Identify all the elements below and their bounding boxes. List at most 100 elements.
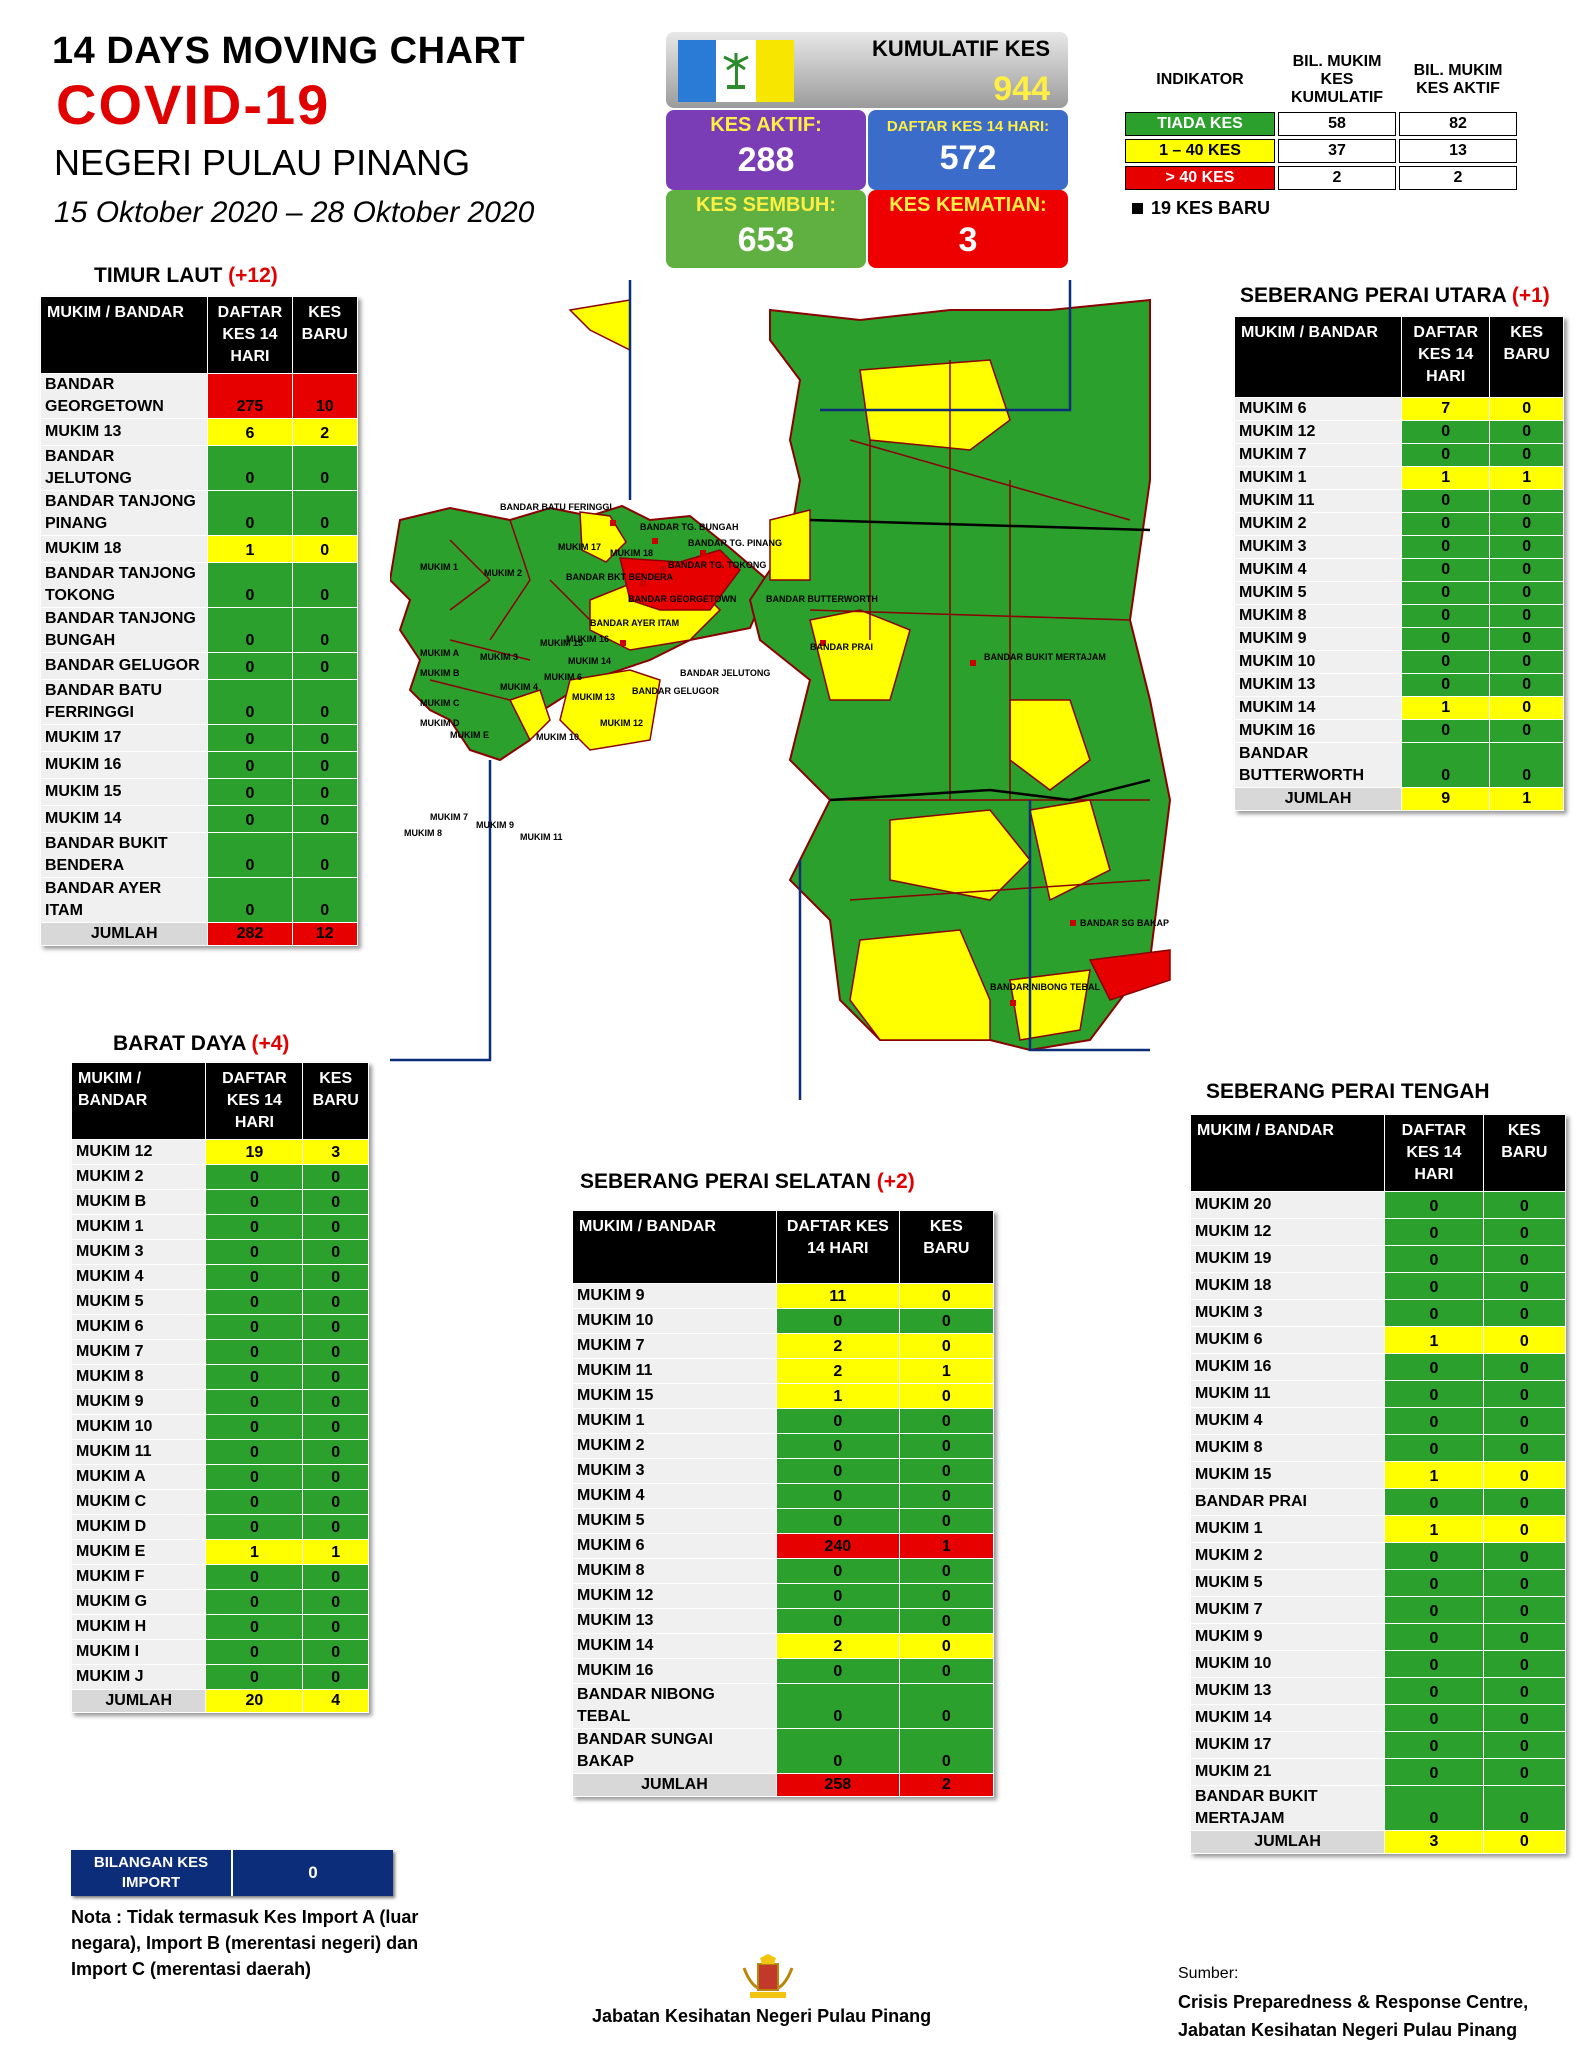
row-baru-value: 0: [899, 1484, 993, 1508]
active-value: 288: [737, 141, 795, 179]
table-row: BANDAR JELUTONG 0 0: [41, 446, 357, 490]
row-name: MUKIM 16: [41, 752, 208, 778]
table-row: MUKIM 12 0 0: [573, 1584, 993, 1608]
row-daftar-value: 0: [776, 1434, 899, 1458]
title-plus: (+2): [876, 1170, 915, 1193]
total-daftar-value: 3: [1385, 1831, 1483, 1853]
row-daftar-value: 0: [776, 1559, 899, 1583]
source-label: Sumber:: [1178, 1965, 1239, 1982]
row-daftar-value: 0: [206, 1465, 303, 1489]
row-name: MUKIM 18: [1191, 1273, 1385, 1299]
row-name: MUKIM I: [72, 1640, 206, 1664]
row-daftar-value: 2: [776, 1359, 899, 1383]
registered-value: 572: [939, 139, 997, 177]
row-baru-value: 0: [1483, 1435, 1565, 1461]
row-baru-value: 0: [303, 1490, 368, 1514]
row-daftar-value: 0: [1402, 490, 1490, 512]
row-baru-value: 0: [303, 1640, 368, 1664]
row-daftar-value: 1: [1385, 1462, 1483, 1488]
row-name: MUKIM 1: [573, 1409, 776, 1433]
row-baru-value: 0: [303, 1465, 368, 1489]
row-baru-value: 0: [303, 1590, 368, 1614]
row-daftar-value: 0: [206, 1340, 303, 1364]
label-mukim: MUKIM 12: [600, 718, 643, 728]
row-daftar-value: 0: [776, 1409, 899, 1433]
mainland-yellow-zone: [889, 809, 1032, 901]
row-name: MUKIM 9: [1235, 628, 1402, 650]
row-name: MUKIM 5: [573, 1509, 776, 1533]
table-row: MUKIM 18 1 0: [41, 536, 357, 562]
table-row: MUKIM 13 0 0: [1235, 674, 1563, 696]
row-name: MUKIM 12: [1191, 1219, 1385, 1245]
row-baru-value: 1: [1490, 467, 1563, 489]
row-baru-value: 0: [899, 1459, 993, 1483]
table-row: MUKIM 10 0 0: [573, 1309, 993, 1333]
label-mukim: MUKIM D: [420, 718, 460, 728]
total-daftar-value: 9: [1402, 788, 1490, 810]
active-cases-box: KES AKTIF: 288: [666, 110, 866, 190]
table-row: MUKIM 9 11 0: [573, 1284, 993, 1308]
row-baru-value: 0: [292, 779, 357, 805]
row-daftar-value: 0: [776, 1584, 899, 1608]
row-baru-value: 0: [1483, 1327, 1565, 1353]
georgetown-red-zone: [619, 549, 741, 611]
cumulative-value: 944: [993, 70, 1050, 108]
row-daftar-value: 0: [208, 446, 292, 490]
timur-laut-title: TIMUR LAUT (+12): [94, 264, 278, 288]
cumulative-label: KUMULATIF KES: [871, 36, 1050, 61]
row-baru-value: 0: [899, 1284, 993, 1308]
row-baru-value: 0: [1490, 743, 1563, 787]
row-baru-value: 0: [1490, 651, 1563, 673]
row-baru-value: 0: [1490, 490, 1563, 512]
row-name: MUKIM 16: [1235, 720, 1402, 742]
table-row: MUKIM 15 1 0: [573, 1384, 993, 1408]
row-daftar-value: 0: [1385, 1597, 1483, 1623]
row-baru-value: 0: [303, 1365, 368, 1389]
row-baru-value: 0: [1490, 697, 1563, 719]
row-daftar-value: 0: [206, 1365, 303, 1389]
mainland-yellow-zone: [849, 929, 991, 1041]
row-baru-value: 0: [899, 1309, 993, 1333]
row-baru-value: 0: [303, 1615, 368, 1639]
row-name: MUKIM 2: [573, 1434, 776, 1458]
row-name: MUKIM 15: [573, 1384, 776, 1408]
row-daftar-value: 0: [1385, 1408, 1483, 1434]
label-georgetown: BANDAR GEORGETOWN: [628, 594, 736, 604]
coat-of-arms-icon: [742, 1954, 794, 1998]
row-baru-value: 0: [899, 1384, 993, 1408]
row-baru-value: 0: [1483, 1759, 1565, 1785]
row-name: MUKIM 10: [1235, 651, 1402, 673]
column-header-mukim: MUKIM / BANDAR: [573, 1211, 776, 1283]
label-mukim: MUKIM 17: [558, 542, 601, 552]
label-mukim: MUKIM 2: [484, 568, 522, 578]
row-name: MUKIM 18: [41, 536, 208, 562]
row-baru-value: 0: [292, 653, 357, 679]
row-name: BANDAR JELUTONG: [41, 446, 208, 490]
row-baru-value: 0: [1483, 1570, 1565, 1596]
total-daftar-value: 282: [208, 923, 292, 945]
legend-header-indikator: INDIKATOR: [1156, 71, 1244, 88]
row-daftar-value: 0: [1385, 1759, 1483, 1785]
table-row: MUKIM 19 0 0: [1191, 1246, 1565, 1272]
title-plus: (+1): [1511, 284, 1550, 307]
total-row: JUMLAH 20 4: [72, 1690, 368, 1712]
row-baru-value: 3: [303, 1140, 368, 1164]
row-name: MUKIM 6: [72, 1315, 206, 1339]
table-row: MUKIM 11 2 1: [573, 1359, 993, 1383]
row-daftar-value: 0: [1385, 1246, 1483, 1272]
label-tg-bungah: BANDAR TG. BUNGAH: [640, 522, 739, 532]
row-daftar-value: 0: [1385, 1381, 1483, 1407]
